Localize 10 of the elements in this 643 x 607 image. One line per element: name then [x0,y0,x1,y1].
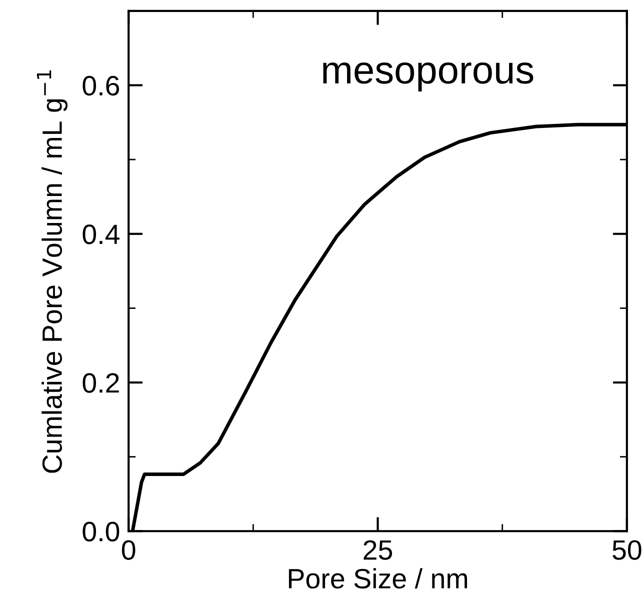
y-axis-title: Cumlative Pore Volumn / mL g$^{−1}$ [36,70,68,473]
annotation: mesoporous [323,62,534,92]
y-tick-label: 0.2 [82,373,119,393]
y-tick-label: 0.0 [82,522,120,542]
x-tick-label: 25 [364,540,392,560]
y-tick-label: 0.6 [82,76,120,96]
x-axis-title: Pore Size / nm [288,568,468,589]
x-tick-label: 50 [612,540,642,560]
y-tick-label: 0.4 [82,224,120,244]
x-tick-label: 0 [122,540,136,560]
